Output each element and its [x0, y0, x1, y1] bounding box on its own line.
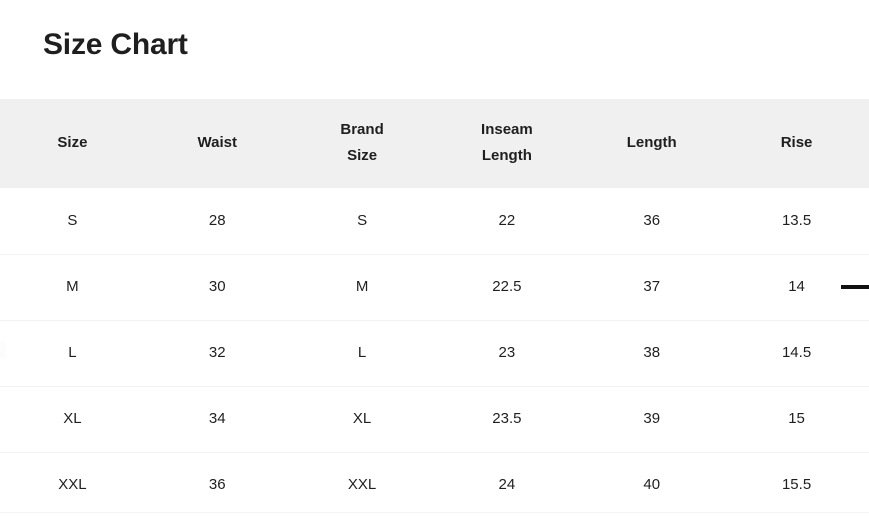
cell-brand-size: S	[289, 187, 435, 254]
table-row: M 30 M 22.5 37 14	[0, 253, 869, 320]
cell-length: 39	[579, 385, 725, 452]
column-header-rise: Rise	[724, 99, 869, 188]
column-header-length-line-1: Length	[626, 134, 677, 152]
cell-waist: 28	[144, 187, 290, 254]
page-title: Size Chart	[43, 28, 188, 61]
column-header-size-text: Size	[4, 130, 141, 156]
title-block: Size Chart	[0, 0, 869, 99]
table-bottom-divider	[0, 512, 869, 513]
cell-inseam-length: 22.5	[434, 253, 580, 320]
cell-rise: 15.5	[724, 451, 869, 518]
cell-brand-size: L	[289, 319, 435, 386]
cell-size: XL	[0, 385, 145, 452]
cell-waist: 32	[144, 319, 290, 386]
table-row: XL 34 XL 23.5 39 15	[0, 385, 869, 452]
cell-brand-size: XL	[289, 385, 435, 452]
cell-size: S	[0, 187, 145, 254]
cell-inseam-length: 24	[434, 451, 580, 518]
column-header-inseam-length-text: Inseam Length	[438, 117, 575, 169]
cell-length: 38	[579, 319, 725, 386]
cell-size: XXL	[0, 451, 145, 518]
size-chart-table: Size Waist Brand Size Inseam	[0, 99, 869, 518]
table-row: L 32 L 23 38 14.5	[0, 319, 869, 386]
left-edge-clipped-mark	[0, 342, 6, 358]
cell-waist: 36	[144, 451, 290, 518]
cell-inseam-length: 23	[434, 319, 580, 386]
cell-length: 40	[579, 451, 725, 518]
column-header-waist-text: Waist	[149, 130, 286, 156]
cell-waist: 30	[144, 253, 290, 320]
cell-rise: 15	[724, 385, 869, 452]
column-header-waist: Waist	[144, 99, 290, 188]
right-edge-dash-mark	[841, 285, 869, 289]
column-header-rise-line-1: Rise	[780, 134, 813, 152]
column-header-size-line-1: Size	[57, 134, 88, 152]
column-header-brand-size-text: Brand Size	[294, 117, 431, 169]
column-header-inseam-length: Inseam Length	[434, 99, 580, 188]
cell-length: 36	[579, 187, 725, 254]
column-header-brand-size-line-2: Size	[347, 147, 378, 165]
column-header-length-text: Length	[583, 130, 720, 156]
column-header-brand-size-line-1: Brand	[340, 121, 384, 139]
cell-length: 37	[579, 253, 725, 320]
cell-size: M	[0, 253, 145, 320]
column-header-waist-line-1: Waist	[197, 134, 237, 152]
column-header-rise-text: Rise	[728, 130, 865, 156]
table-header-row: Size Waist Brand Size Inseam	[0, 99, 869, 188]
cell-size: L	[0, 319, 145, 386]
table-row: S 28 S 22 36 13.5	[0, 187, 869, 254]
table-header: Size Waist Brand Size Inseam	[0, 99, 869, 188]
column-header-brand-size: Brand Size	[289, 99, 435, 188]
table-body: S 28 S 22 36 13.5 M 30 M 22.5 37 14 L 32…	[0, 187, 869, 518]
column-header-length: Length	[579, 99, 725, 188]
cell-brand-size: M	[289, 253, 435, 320]
column-header-inseam-length-line-2: Length	[481, 147, 532, 165]
cell-rise: 13.5	[724, 187, 869, 254]
column-header-inseam-length-line-1: Inseam	[481, 121, 533, 139]
cell-waist: 34	[144, 385, 290, 452]
table-row: XXL 36 XXL 24 40 15.5	[0, 451, 869, 518]
cell-inseam-length: 23.5	[434, 385, 580, 452]
cell-brand-size: XXL	[289, 451, 435, 518]
column-header-size: Size	[0, 99, 145, 188]
cell-inseam-length: 22	[434, 187, 580, 254]
cell-rise: 14.5	[724, 319, 869, 386]
